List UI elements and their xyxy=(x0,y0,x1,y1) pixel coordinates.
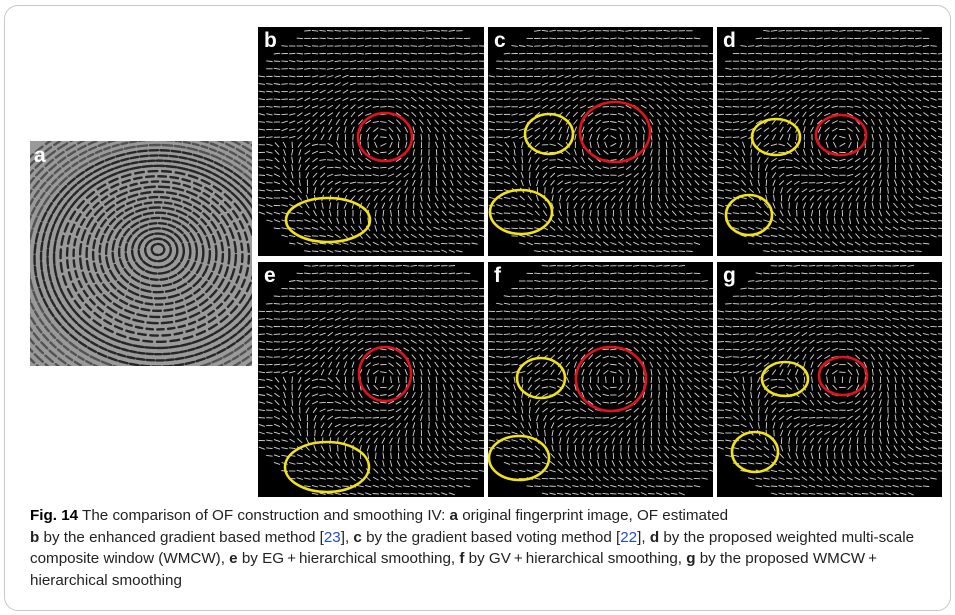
noisy-region-circle-b-1 xyxy=(284,196,372,244)
core-region-circle-e-0 xyxy=(357,345,413,403)
noisy-region-circle-c-2 xyxy=(488,188,554,236)
noisy-region-circle-e-1 xyxy=(283,440,371,494)
noisy-region-circle-f-2 xyxy=(488,434,551,482)
caption-text: by the gradient based voting method [ xyxy=(361,528,621,546)
panel-label-b: b xyxy=(264,29,277,52)
caption-text: by GV + hierarchical smoothing, xyxy=(464,550,687,568)
core-region-circle-d-1 xyxy=(814,113,868,157)
fingerprint-image xyxy=(30,141,252,366)
orientation-field-lines xyxy=(488,264,713,496)
caption-text: by the proposed WMCW + hierarchical smoo… xyxy=(30,550,881,589)
core-region-circle-g-1 xyxy=(817,355,869,397)
panel-label-f: f xyxy=(494,264,501,287)
figure-caption: Fig. 14 The comparison of OF constructio… xyxy=(30,505,930,591)
caption-key-e: e xyxy=(229,550,238,568)
panel-f-orientation-field: f xyxy=(488,262,713,497)
caption-key-a: a xyxy=(449,507,458,524)
citation-link-23[interactable]: 23 xyxy=(323,528,341,546)
orientation-field-lines xyxy=(258,29,484,253)
caption-text: original fingerprint image, OF estimated xyxy=(458,507,729,524)
caption-text: by the proposed weighted multi-scale com… xyxy=(30,528,915,568)
orientation-field-plot-c xyxy=(488,29,713,253)
caption-text: The comparison of OF construction and sm… xyxy=(78,507,450,524)
panel-b-orientation-field: b xyxy=(258,27,484,256)
noisy-region-circle-d-0 xyxy=(750,117,802,157)
orientation-field-plot-e xyxy=(258,264,484,496)
orientation-field-lines xyxy=(717,29,942,253)
figure-number: Fig. 14 xyxy=(30,507,79,524)
fingerprint-ridges xyxy=(30,141,252,366)
orientation-field-lines xyxy=(488,29,713,253)
panel-g-orientation-field: g xyxy=(717,262,942,497)
orientation-field-plot-f xyxy=(488,264,713,496)
panel-label-c: c xyxy=(494,29,506,52)
noisy-region-circle-d-2 xyxy=(724,193,774,237)
panel-c-orientation-field: c xyxy=(488,27,713,256)
panel-label-d: d xyxy=(723,29,736,52)
caption-text: by EG + hierarchical smoothing, xyxy=(237,550,460,568)
panel-d-orientation-field: d xyxy=(717,27,942,256)
panel-label-a: a xyxy=(34,144,46,167)
core-region-circle-c-1 xyxy=(578,100,652,164)
noisy-region-circle-g-2 xyxy=(730,430,780,474)
citation-link-22[interactable]: 22 xyxy=(620,528,638,546)
noisy-region-circle-c-0 xyxy=(523,112,575,156)
panel-label-e: e xyxy=(264,264,276,287)
orientation-field-plot-g xyxy=(717,264,942,496)
panel-e-orientation-field: e xyxy=(258,262,484,497)
orientation-field-plot-d xyxy=(717,29,942,253)
core-region-circle-f-1 xyxy=(574,345,648,413)
orientation-field-plot-b xyxy=(258,29,484,253)
caption-key-c: c xyxy=(353,528,362,546)
caption-key-f: f xyxy=(459,550,465,568)
caption-text: by the enhanced gradient based method [ xyxy=(39,528,324,546)
orientation-field-lines xyxy=(258,264,484,496)
caption-text: ], xyxy=(637,528,650,546)
core-region-circle-b-0 xyxy=(356,111,414,163)
orientation-field-lines xyxy=(717,264,942,496)
noisy-region-circle-g-0 xyxy=(760,360,810,398)
caption-key-d: d xyxy=(649,528,660,546)
panel-label-g: g xyxy=(723,264,736,287)
noisy-region-circle-f-0 xyxy=(515,356,567,400)
caption-key-b: b xyxy=(30,528,40,546)
panel-a-fingerprint-image: a xyxy=(30,141,252,366)
caption-key-g: g xyxy=(686,550,696,568)
caption-text: ], xyxy=(340,528,354,546)
